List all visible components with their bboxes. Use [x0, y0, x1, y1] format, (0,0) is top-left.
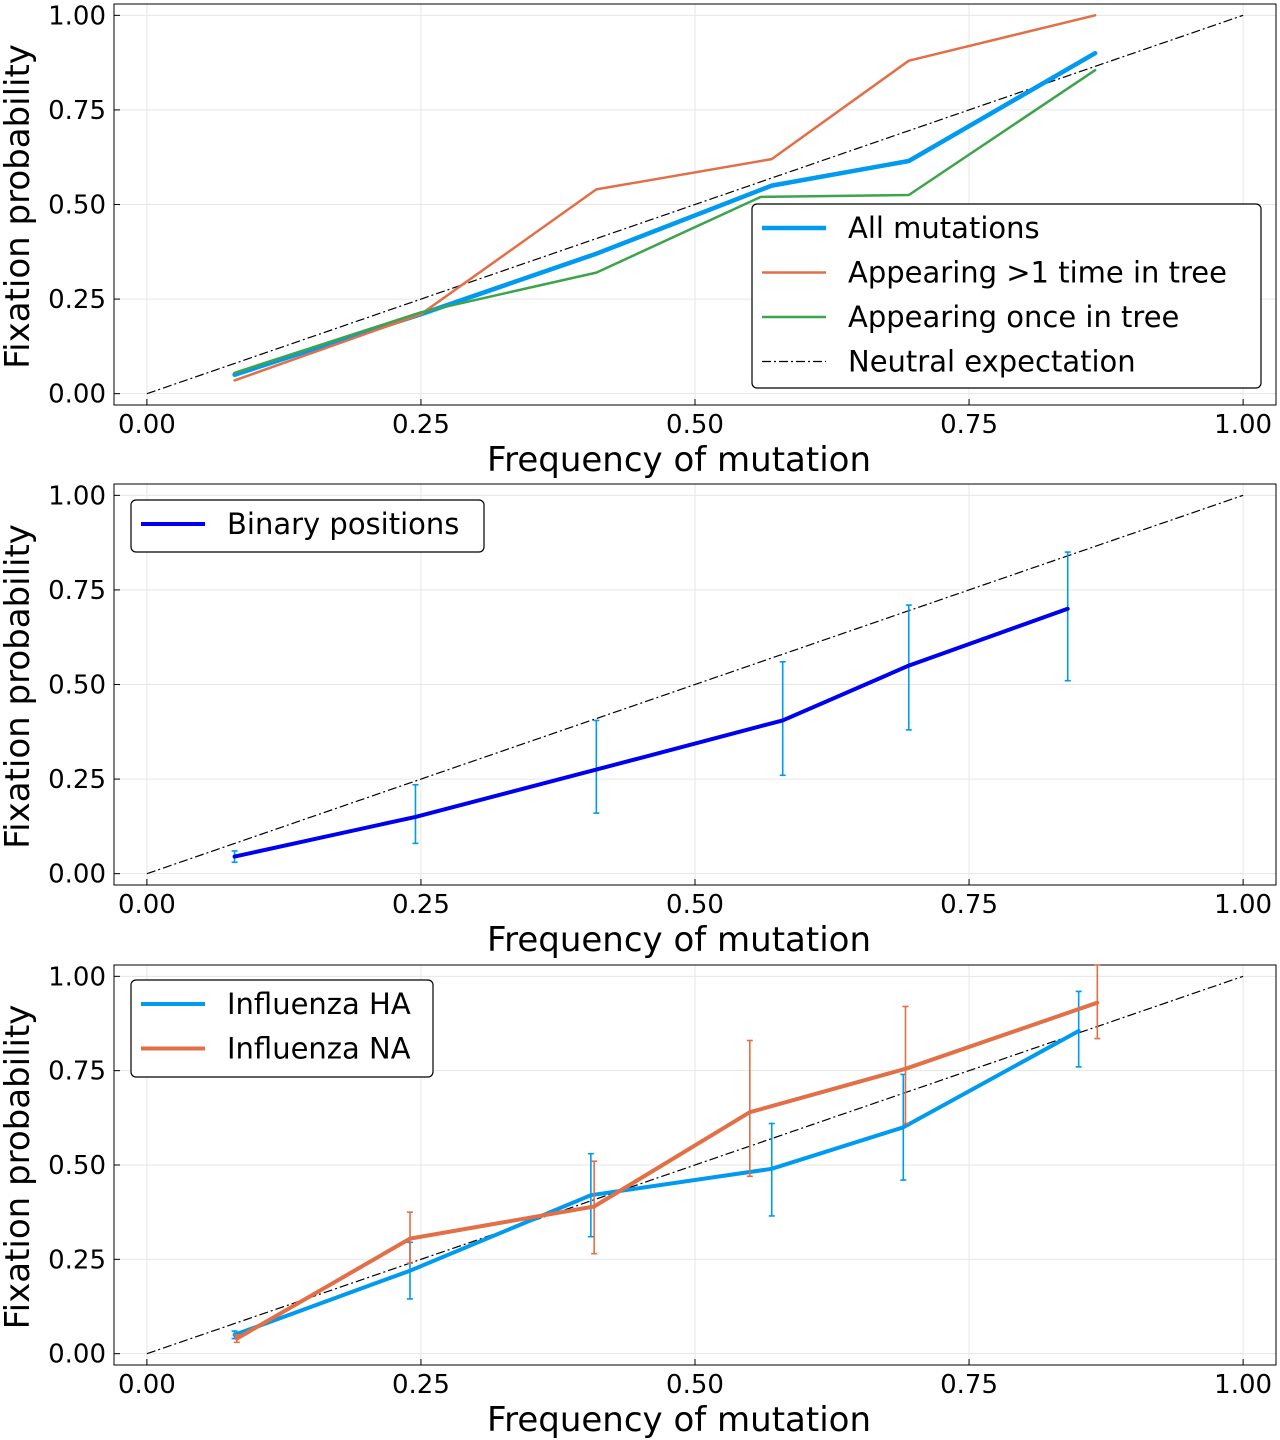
- y-tick-label: 0.75: [48, 96, 106, 126]
- plot-frame: [113, 964, 1277, 1366]
- legend-label: Influenza HA: [227, 987, 411, 1021]
- chart-panel-1: 0.00 0.25 0.50 0.75 1.00 0.00 0.25 0.50 0.75 1.00…: [0, 1, 1277, 480]
- y-tick-label: 0.75: [48, 576, 106, 606]
- series-appearing-once-in-tree: [233, 68, 1097, 375]
- x-axis-label: Frequency of mutation: [487, 1400, 871, 1440]
- x-tick-label: 0.50: [666, 890, 724, 920]
- series-line: [232, 606, 1070, 859]
- series-line: [232, 1029, 1081, 1337]
- series-line: [234, 1000, 1100, 1341]
- y-axis-label: Fixation probability: [0, 44, 38, 369]
- series-binary-positions: [231, 551, 1071, 864]
- series-line: [233, 68, 1097, 375]
- series-neutral-expectation: [146, 975, 1244, 1355]
- x-axis-label: Frequency of mutation: [487, 920, 871, 960]
- x-tick-label: 0.50: [666, 1370, 724, 1400]
- y-tick-label: 0.50: [48, 1151, 106, 1181]
- legend-label: All mutations: [848, 211, 1040, 245]
- legend: All mutations Appearing >1 time in tree Ap…: [751, 203, 1262, 389]
- x-tick-label: 0.75: [940, 410, 998, 440]
- legend-label: Influenza NA: [227, 1032, 411, 1066]
- x-tick-label: 0.25: [392, 1370, 450, 1400]
- plot-frame: [113, 483, 1277, 886]
- legend-label: Appearing once in tree: [848, 300, 1179, 334]
- y-tick-label: 1.00: [48, 1, 106, 31]
- legend-label: Neutral expectation: [848, 345, 1136, 379]
- x-tick-label: 0.75: [940, 890, 998, 920]
- plot-frame: [113, 3, 1277, 406]
- y-axis-label: Fixation probability: [0, 1005, 38, 1330]
- legend-box: [130, 979, 434, 1078]
- series-neutral-expectation: [146, 14, 1244, 395]
- y-tick-label: 0.25: [48, 1245, 106, 1275]
- x-tick-label: 0.00: [118, 890, 176, 920]
- y-tick-label: 0.00: [48, 380, 106, 410]
- x-tick-label: 0.75: [940, 1370, 998, 1400]
- y-tick-label: 0.25: [48, 765, 106, 795]
- y-axis-label: Fixation probability: [0, 524, 38, 849]
- legend-label: Binary positions: [227, 507, 459, 541]
- x-tick-label: 0.50: [666, 410, 724, 440]
- x-tick-label: 0.00: [118, 1370, 176, 1400]
- y-tick-label: 0.25: [48, 285, 106, 315]
- x-axis-label: Frequency of mutation: [487, 440, 871, 480]
- y-tick-label: 0.00: [48, 860, 106, 890]
- y-tick-label: 0.50: [48, 671, 106, 701]
- series-line: [146, 975, 1244, 1355]
- chart-panel-3: 0.00 0.25 0.50 0.75 1.00 0.00 0.25 0.50 0.75 1.00…: [0, 962, 1277, 1440]
- legend: Influenza HA Influenza NA: [130, 979, 434, 1078]
- x-tick-label: 0.25: [392, 890, 450, 920]
- y-tick-label: 0.75: [48, 1057, 106, 1087]
- x-tick-label: 1.00: [1214, 890, 1272, 920]
- legend-box: [751, 203, 1262, 389]
- x-tick-label: 1.00: [1214, 410, 1272, 440]
- chart-panel-2: 0.00 0.25 0.50 0.75 1.00 0.00 0.25 0.50 0.75 1.00…: [0, 481, 1277, 960]
- series-line: [233, 14, 1097, 382]
- series-influenza-na: [233, 964, 1101, 1344]
- y-tick-label: 0.00: [48, 1340, 106, 1370]
- x-tick-label: 0.00: [118, 410, 176, 440]
- series-line: [146, 14, 1244, 395]
- series-line: [146, 494, 1244, 875]
- legend-box: [130, 499, 485, 553]
- y-tick-label: 1.00: [48, 962, 106, 992]
- series-neutral-expectation: [146, 494, 1244, 875]
- y-tick-label: 1.00: [48, 481, 106, 511]
- legend: Binary positions: [130, 499, 485, 553]
- series-appearing-1-time-in-tree: [233, 14, 1097, 382]
- x-tick-label: 1.00: [1214, 1370, 1272, 1400]
- x-tick-label: 0.25: [392, 410, 450, 440]
- y-tick-label: 0.50: [48, 191, 106, 221]
- legend-label: Appearing >1 time in tree: [848, 256, 1227, 290]
- series-influenza-ha: [231, 990, 1082, 1340]
